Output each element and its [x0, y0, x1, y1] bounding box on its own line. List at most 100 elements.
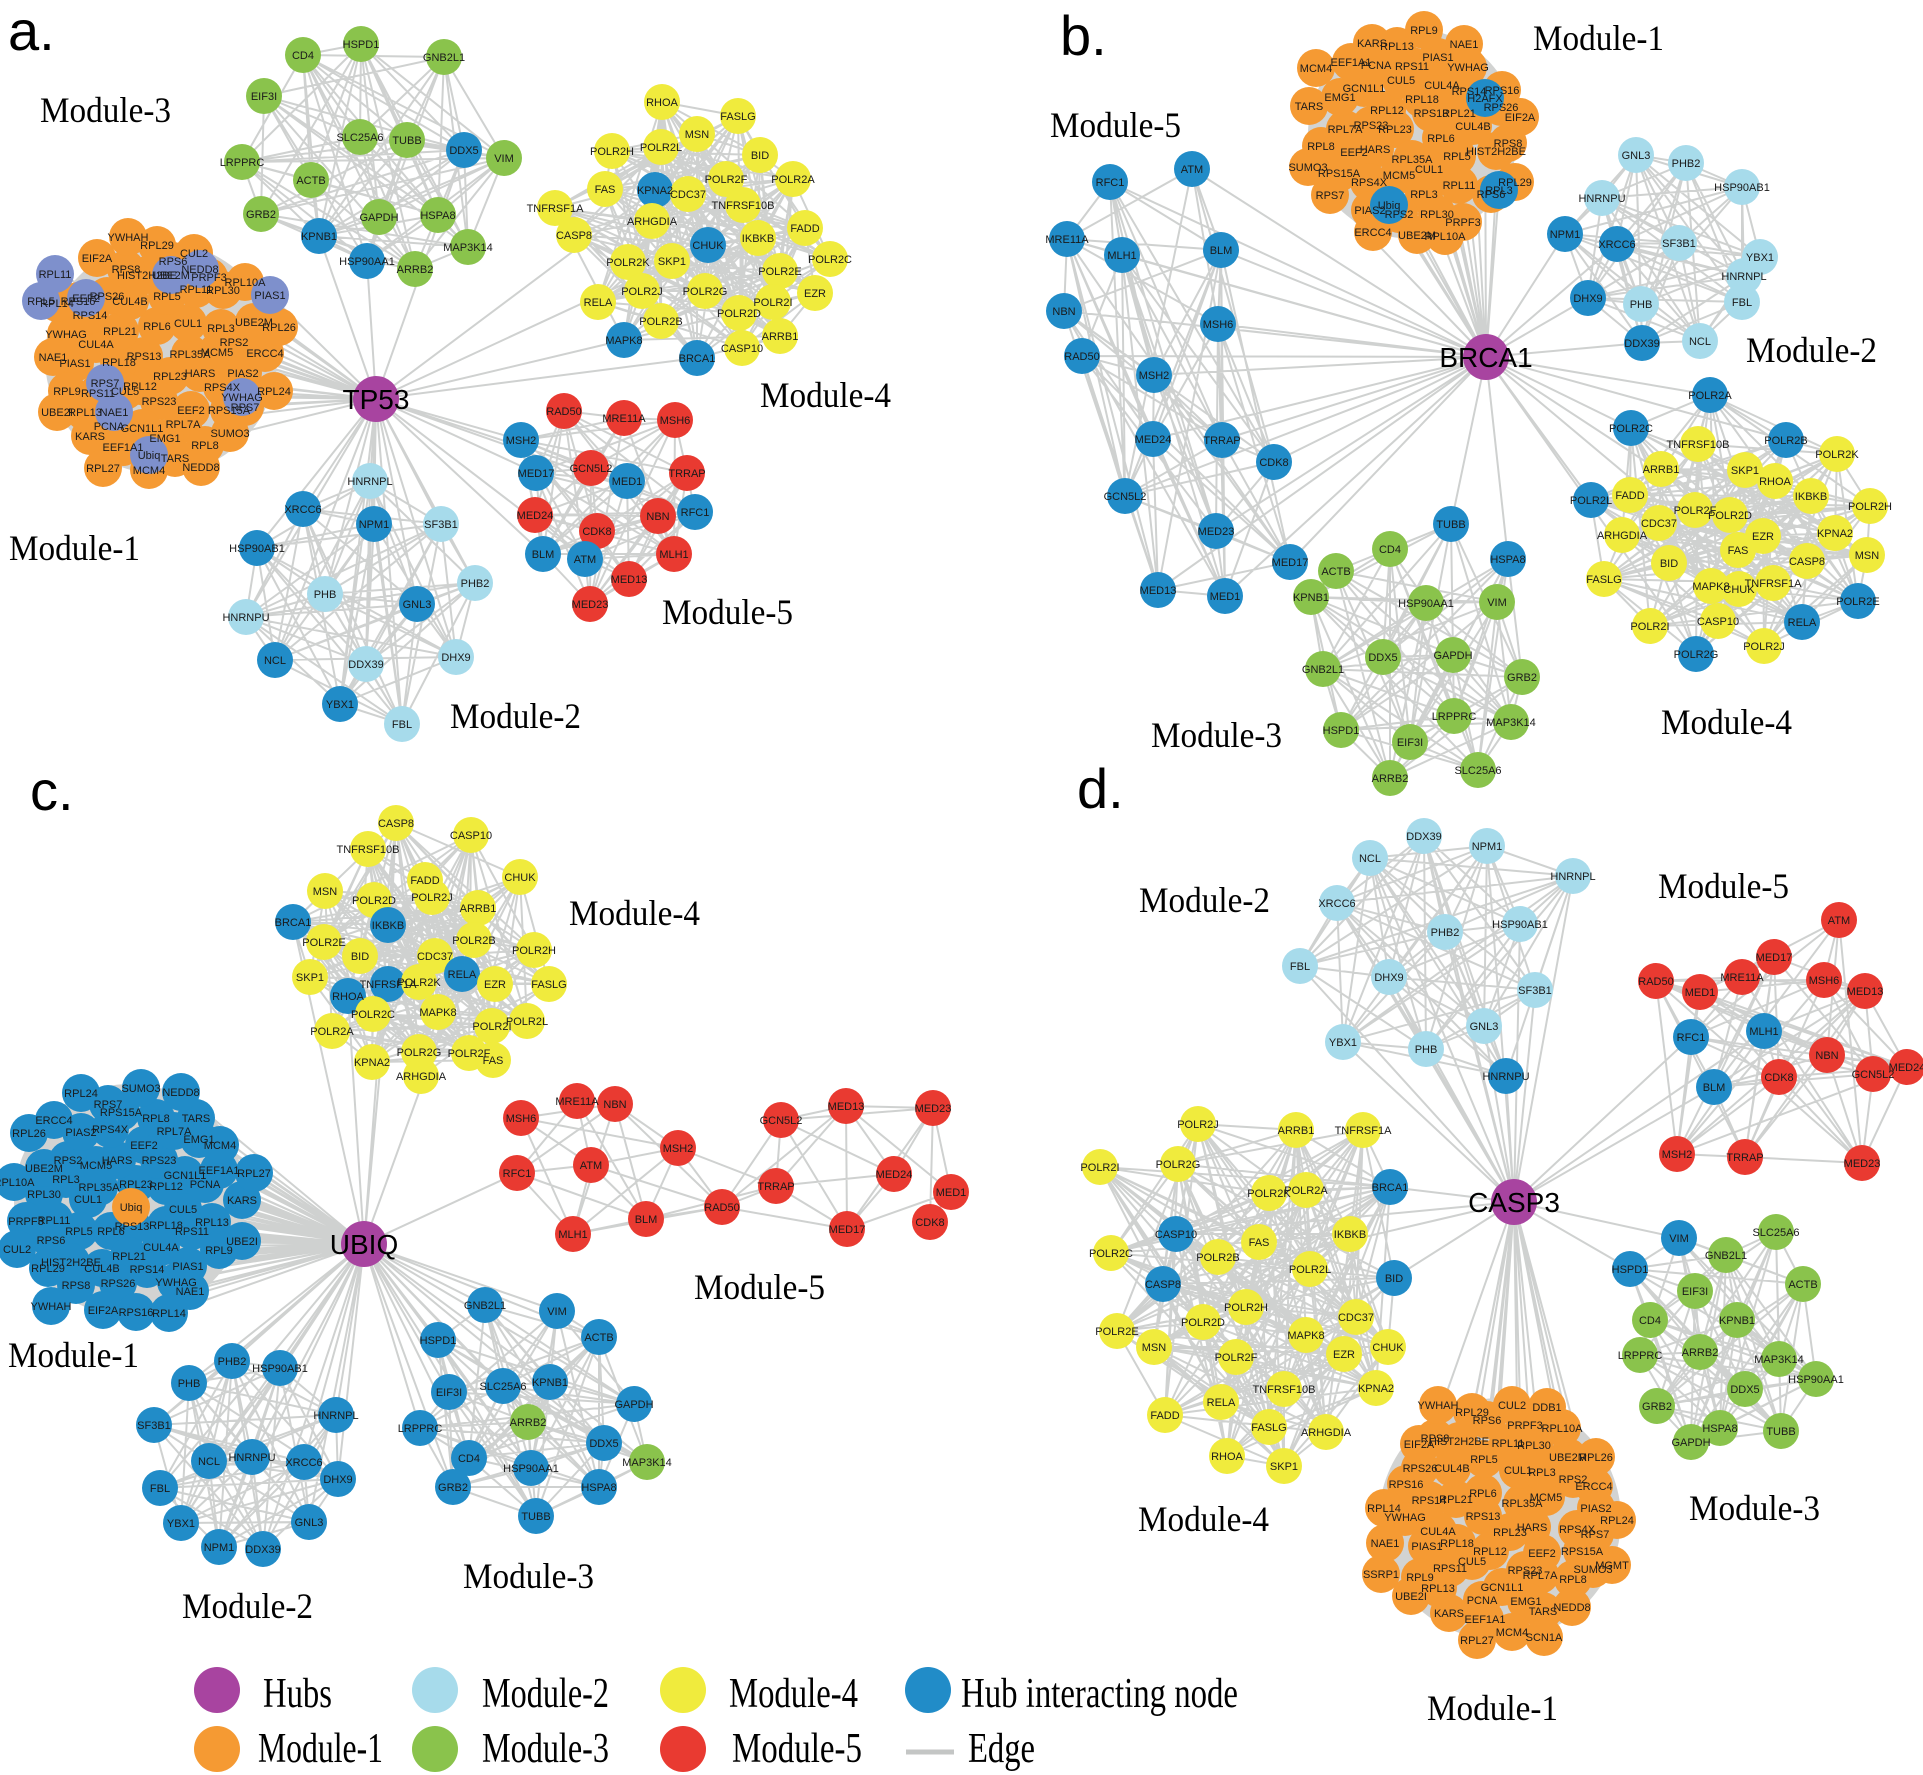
svg-text:GCN5L2: GCN5L2 — [570, 463, 613, 475]
svg-text:PCNA: PCNA — [1467, 1595, 1498, 1607]
svg-text:ARRB2: ARRB2 — [1372, 773, 1409, 785]
svg-text:Module-1: Module-1 — [1427, 1688, 1558, 1728]
svg-text:RPL3: RPL3 — [1528, 1467, 1556, 1479]
svg-text:RPL8: RPL8 — [1307, 141, 1335, 153]
svg-text:LRPPRC: LRPPRC — [1618, 1350, 1663, 1362]
svg-text:RPL14: RPL14 — [152, 1308, 186, 1320]
svg-text:MCM5: MCM5 — [80, 1160, 112, 1172]
svg-text:POLR2D: POLR2D — [717, 308, 761, 320]
svg-text:DDX39: DDX39 — [348, 659, 383, 671]
svg-text:NBN: NBN — [603, 1099, 626, 1111]
svg-text:PCNA: PCNA — [190, 1179, 221, 1191]
svg-text:SKP1: SKP1 — [1270, 1461, 1298, 1473]
svg-text:RPS26: RPS26 — [1403, 1463, 1438, 1475]
svg-text:GNL3: GNL3 — [1622, 150, 1651, 162]
svg-text:RHOA: RHOA — [1759, 476, 1791, 488]
svg-text:Module-3: Module-3 — [1151, 715, 1282, 755]
svg-text:RPL30: RPL30 — [1420, 209, 1454, 221]
svg-text:SLC25A6: SLC25A6 — [479, 1381, 526, 1393]
svg-text:UBE2M: UBE2M — [1398, 230, 1436, 242]
svg-text:RPL6: RPL6 — [97, 1226, 125, 1238]
svg-text:EMG1: EMG1 — [183, 1134, 214, 1146]
svg-text:MED17: MED17 — [829, 1224, 866, 1236]
svg-text:POLR2K: POLR2K — [1815, 449, 1859, 461]
svg-text:ARRB2: ARRB2 — [1682, 1347, 1719, 1359]
svg-text:KPNB1: KPNB1 — [1293, 592, 1329, 604]
svg-text:RELA: RELA — [584, 297, 613, 309]
svg-text:SF3B1: SF3B1 — [137, 1420, 171, 1432]
svg-text:RPL5: RPL5 — [1470, 1454, 1498, 1466]
svg-text:MSN: MSN — [313, 886, 338, 898]
svg-text:CUL5: CUL5 — [1387, 75, 1415, 87]
svg-text:RPL13: RPL13 — [68, 407, 102, 419]
svg-text:CASP10: CASP10 — [721, 343, 763, 355]
svg-text:RPS8: RPS8 — [1494, 138, 1523, 150]
svg-text:RPS15A: RPS15A — [100, 1107, 143, 1119]
svg-text:GRB2: GRB2 — [246, 209, 276, 221]
svg-text:RPL5: RPL5 — [153, 291, 181, 303]
svg-text:HSPA8: HSPA8 — [581, 1482, 616, 1494]
svg-text:a.: a. — [8, 0, 55, 62]
svg-text:CDC37: CDC37 — [1338, 1312, 1374, 1324]
svg-text:PRPF3: PRPF3 — [8, 1216, 43, 1228]
svg-text:POLR2C: POLR2C — [808, 254, 852, 266]
svg-text:POLR2L: POLR2L — [640, 142, 682, 154]
svg-text:PIAS1: PIAS1 — [254, 290, 285, 302]
svg-text:MED24: MED24 — [876, 1169, 913, 1181]
svg-text:BID: BID — [1385, 1273, 1403, 1285]
svg-text:CD4: CD4 — [1379, 544, 1401, 556]
svg-text:TP53: TP53 — [343, 384, 410, 415]
svg-text:RPL11: RPL11 — [1492, 1438, 1525, 1450]
svg-text:IKBKB: IKBKB — [1334, 1229, 1366, 1241]
svg-text:HIST2H2BE: HIST2H2BE — [41, 1257, 101, 1269]
svg-text:RPS23: RPS23 — [142, 396, 177, 408]
svg-text:Module-5: Module-5 — [1050, 105, 1181, 145]
svg-text:HSP90AB1: HSP90AB1 — [252, 1363, 308, 1375]
svg-text:TARS: TARS — [1295, 101, 1324, 113]
svg-text:YWHAH: YWHAH — [1418, 1400, 1459, 1412]
svg-text:POLR2G: POLR2G — [1674, 649, 1719, 661]
svg-text:Module-3: Module-3 — [463, 1556, 594, 1596]
svg-text:MCM5: MCM5 — [1383, 170, 1415, 182]
svg-text:RELA: RELA — [1207, 1397, 1236, 1409]
svg-text:SKP1: SKP1 — [1731, 465, 1759, 477]
svg-text:POLR2H: POLR2H — [512, 945, 556, 957]
svg-text:ERCC4: ERCC4 — [1575, 1481, 1612, 1493]
svg-text:YBX1: YBX1 — [1329, 1037, 1357, 1049]
svg-text:RPS26: RPS26 — [101, 1278, 136, 1290]
svg-text:TRRAP: TRRAP — [668, 468, 705, 480]
svg-text:PHB2: PHB2 — [1431, 927, 1460, 939]
svg-text:MCM4: MCM4 — [1300, 63, 1332, 75]
svg-text:CASP8: CASP8 — [1789, 556, 1825, 568]
svg-text:TNFRSF1A: TNFRSF1A — [1745, 578, 1803, 590]
svg-text:GRB2: GRB2 — [1507, 672, 1537, 684]
svg-text:SKP1: SKP1 — [658, 256, 686, 268]
svg-text:RPS7: RPS7 — [1316, 190, 1345, 202]
svg-text:Ubiq: Ubiq — [120, 1202, 143, 1214]
svg-text:SF3B1: SF3B1 — [424, 519, 458, 531]
svg-text:LRPPRC: LRPPRC — [220, 157, 265, 169]
svg-text:MLH1: MLH1 — [1107, 250, 1136, 262]
svg-text:EIF2A: EIF2A — [82, 253, 113, 265]
svg-text:RPL13: RPL13 — [1421, 1583, 1455, 1595]
svg-text:DDB1: DDB1 — [1532, 1402, 1561, 1414]
svg-text:HSPD1: HSPD1 — [1612, 1264, 1649, 1276]
svg-text:EIF3I: EIF3I — [1682, 1286, 1708, 1298]
svg-text:TNFRSF10B: TNFRSF10B — [1253, 1384, 1316, 1396]
svg-text:EEF1A1: EEF1A1 — [1465, 1614, 1506, 1626]
svg-text:NAE1: NAE1 — [1371, 1538, 1400, 1550]
svg-text:ARRB2: ARRB2 — [510, 1417, 547, 1429]
svg-text:POLR2D: POLR2D — [1181, 1317, 1225, 1329]
svg-text:POLR2E: POLR2E — [1836, 596, 1879, 608]
svg-text:MLH1: MLH1 — [659, 549, 688, 561]
svg-text:EZR: EZR — [804, 288, 826, 300]
svg-text:Module-2: Module-2 — [1139, 880, 1270, 920]
svg-text:FADD: FADD — [790, 223, 819, 235]
svg-text:KPNA2: KPNA2 — [637, 185, 673, 197]
svg-text:POLR2K: POLR2K — [397, 977, 441, 989]
svg-text:RPL21: RPL21 — [103, 326, 137, 338]
svg-text:EZR: EZR — [1752, 531, 1774, 543]
svg-text:CASP8: CASP8 — [378, 818, 414, 830]
svg-text:POLR2F: POLR2F — [1674, 505, 1717, 517]
svg-text:Module-5: Module-5 — [1658, 866, 1789, 906]
